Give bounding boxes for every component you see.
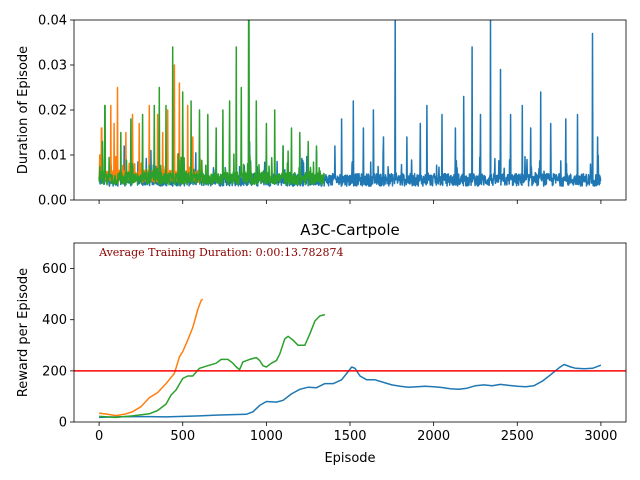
x-tick-label: 2000 [417,429,450,444]
y-axis-label: Reward per Episode [16,268,31,397]
series-line-2 [98,298,204,417]
training-duration-annotation: Average Training Duration: 0:00:13.78287… [98,246,343,259]
y-tick-label: 400 [42,313,67,328]
y-tick-label: 0 [59,416,67,431]
y-tick-label: 0.02 [38,104,67,119]
reward-subplot: 0 500 1000 1500 2000 2500 3000 0 200 400 600 Reward… [16,221,627,466]
x-tick-label: 2500 [501,429,534,444]
y-tick-label: 0.00 [38,194,67,209]
x-tick-label: 500 [170,429,195,444]
plot-area [98,20,602,187]
y-tick-label: 0.04 [38,14,67,29]
chart-title: A3C-Cartpole [300,221,400,239]
x-tick-label: 1000 [250,429,283,444]
x-axis-label: Episode [324,451,375,466]
series-line-3 [99,313,326,419]
y-tick-label: 0.01 [38,149,67,164]
plot-area [74,298,626,419]
x-tick-label: 3000 [584,429,617,444]
series-line-1 [99,363,602,419]
duration-subplot: 0.00 0.01 0.02 0.03 0.04 Duration of Episode [16,14,627,209]
y-tick-label: 600 [42,262,67,277]
x-tick-label: 0 [95,429,103,444]
x-tick-label: 1500 [333,429,366,444]
y-axis-label: Duration of Episode [16,46,31,174]
series-line-3 [98,20,326,186]
y-tick-label: 200 [42,364,67,379]
y-tick-label: 0.03 [38,59,67,74]
